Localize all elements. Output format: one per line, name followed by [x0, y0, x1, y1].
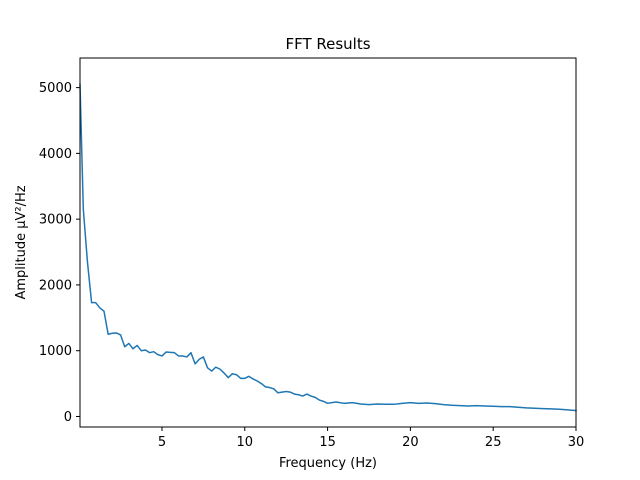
chart-title: FFT Results [285, 35, 370, 53]
y-tick-label: 4000 [39, 147, 72, 162]
x-tick-label: 15 [319, 435, 336, 450]
series-line [79, 83, 577, 412]
x-tick-label: 20 [402, 435, 419, 450]
y-tick-label: 1000 [39, 344, 72, 359]
y-axis-title: Amplitude µV²/Hz [14, 185, 29, 299]
x-tick-label: 5 [158, 435, 166, 450]
x-tick-label: 10 [237, 435, 254, 450]
y-tick-label: 3000 [39, 213, 72, 228]
x-axis-ticks: 5 10 15 20 25 30 [158, 427, 584, 450]
x-axis-title: Frequency (Hz) [279, 456, 377, 471]
x-tick-label: 30 [568, 435, 585, 450]
y-axis-ticks: 0 1000 2000 3000 4000 5000 [39, 81, 80, 425]
x-tick-label: 25 [485, 435, 502, 450]
y-tick-label: 5000 [39, 81, 72, 96]
plot-frame [79, 57, 577, 428]
y-tick-label: 2000 [39, 278, 72, 293]
y-tick-label: 0 [64, 410, 72, 425]
